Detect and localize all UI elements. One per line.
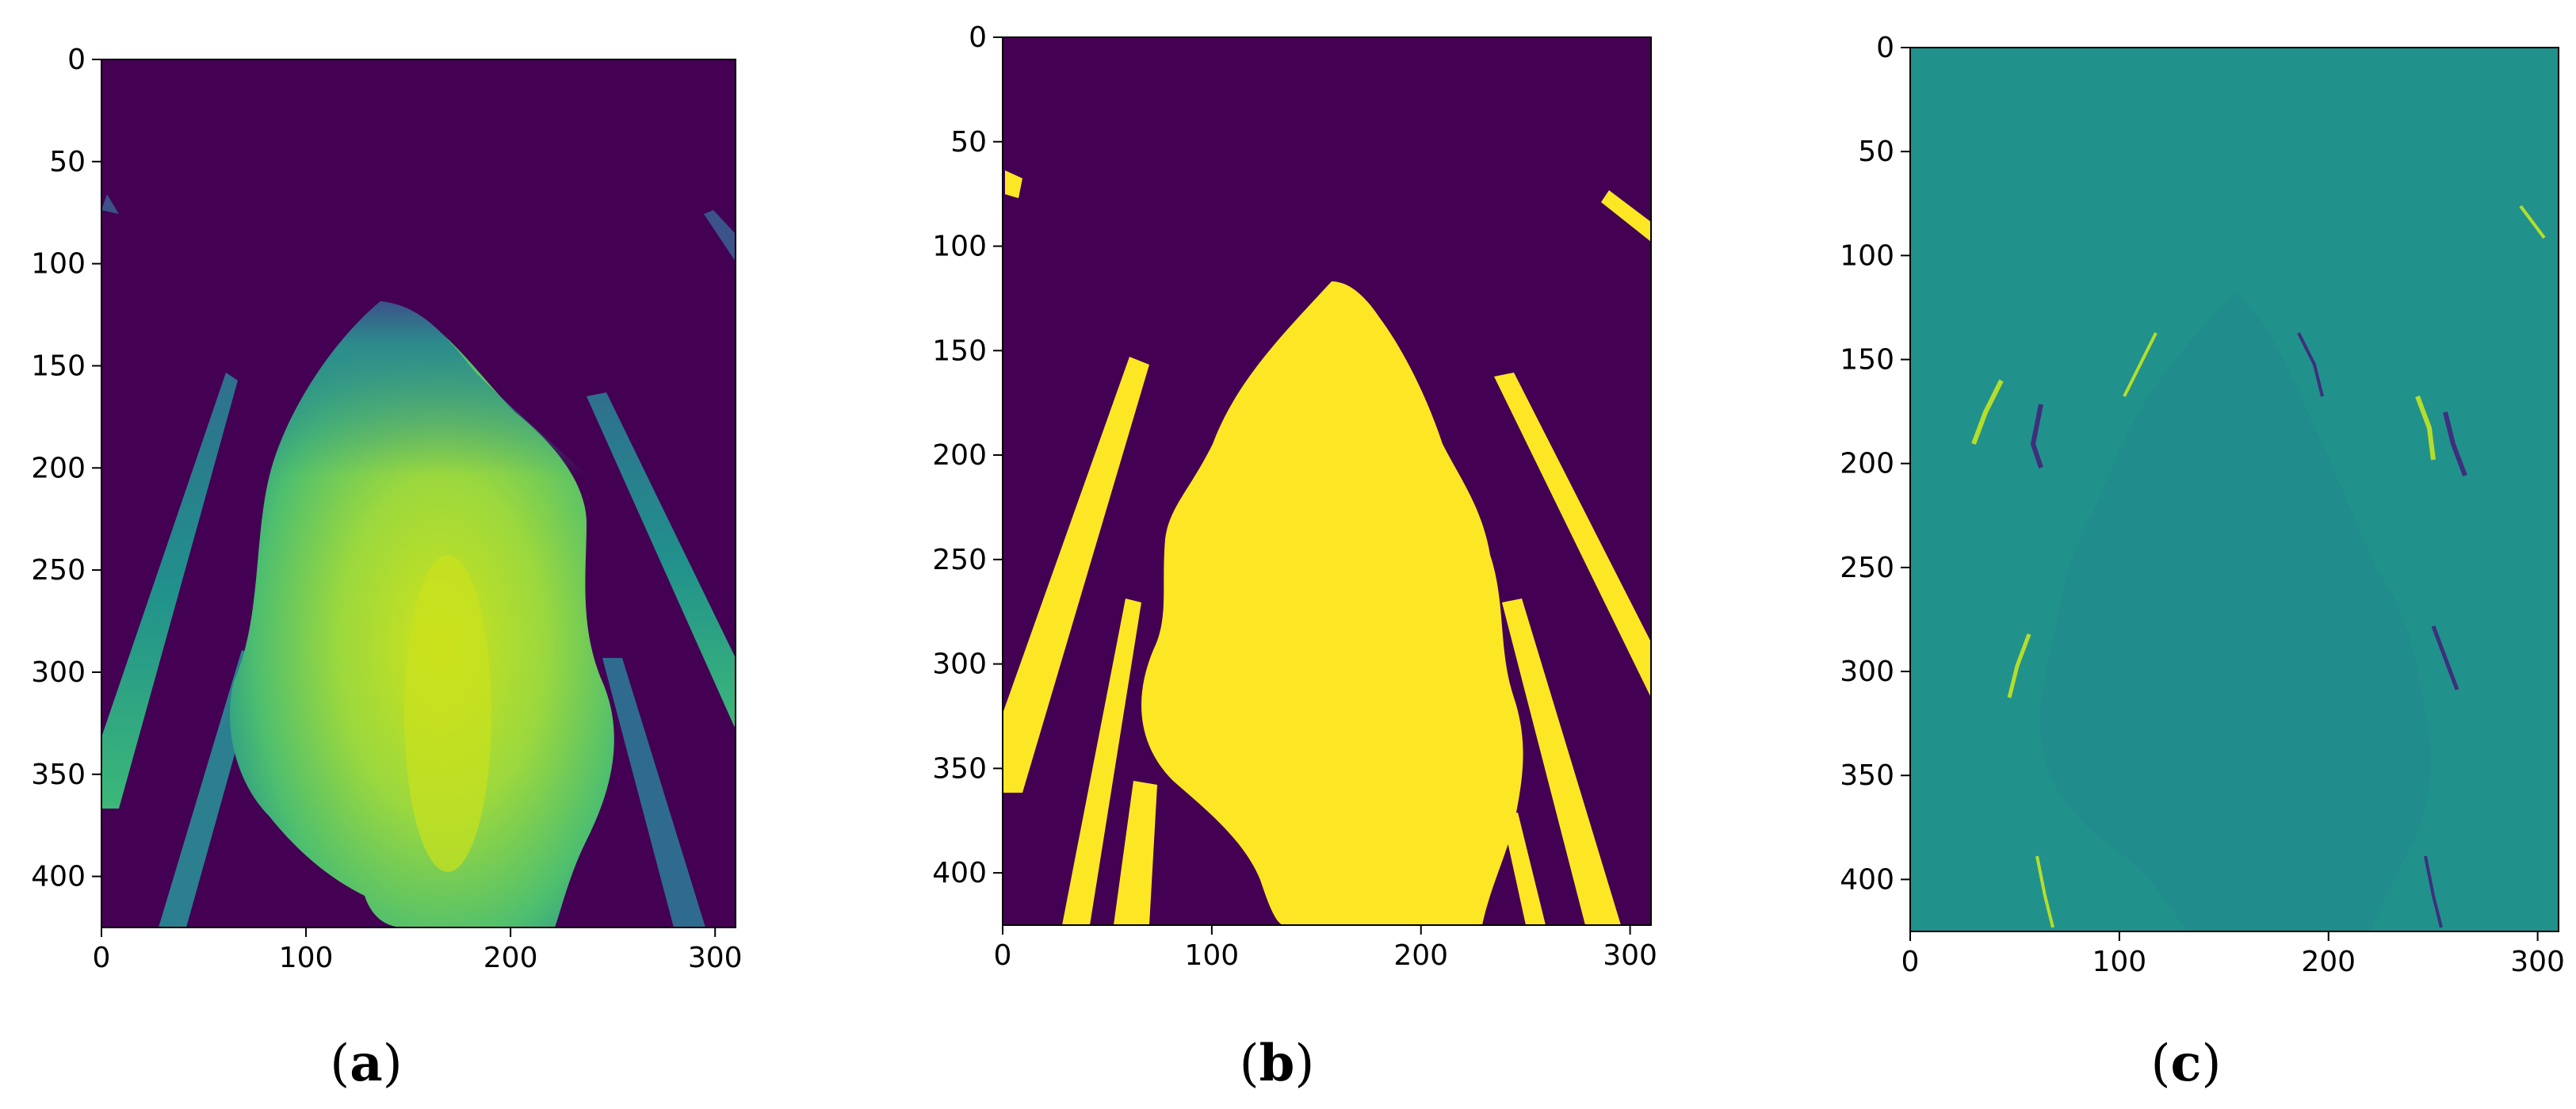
panel-a-x-tick-label: 200 — [483, 942, 538, 974]
panel-a-image — [101, 59, 736, 927]
panel-a-y-tick-label: 200 — [31, 452, 86, 484]
panel-c-y-tick-label: 0 — [1876, 32, 1894, 64]
panel-b-x-tick-label: 200 — [1393, 939, 1448, 972]
panel-b-y-axis: 0 50 100 150 200 250 300 350 400 — [932, 21, 1003, 889]
panel-a-x-tick-label: 100 — [279, 942, 334, 974]
panel-b-x-tick-label: 300 — [1603, 939, 1657, 972]
panel-c-x-tick-label: 100 — [2093, 946, 2147, 978]
panel-c-y-axis: 0 50 100 150 200 250 300 350 400 — [1840, 32, 1910, 896]
panel-a-caption: (a) — [330, 1034, 402, 1093]
panel-a-y-tick-label: 100 — [31, 248, 86, 281]
panel-c-y-tick-label: 350 — [1840, 759, 1894, 792]
panel-c-y-tick-label: 250 — [1840, 552, 1894, 584]
panel-a-y-tick-label: 0 — [67, 44, 86, 76]
panel-b-y-tick-label: 0 — [969, 21, 987, 54]
panel-a-y-tick-label: 50 — [49, 146, 86, 178]
panel-c-caption: (c) — [2151, 1034, 2222, 1093]
panel-b-x-axis: 0 100 200 300 — [994, 925, 1657, 972]
panel-a-x-tick-label: 0 — [93, 942, 111, 974]
panel-b-y-tick-label: 100 — [932, 231, 987, 263]
panel-c-frame — [1909, 47, 2559, 932]
panel-c-y-tick-label: 100 — [1840, 239, 1894, 272]
panel-a-frame — [101, 59, 736, 928]
panel-c-image — [1910, 48, 2559, 931]
panel-b-y-tick-label: 350 — [932, 752, 987, 785]
panel-b-x-tick-label: 100 — [1185, 939, 1240, 972]
panel-b-x-tick-label: 0 — [994, 939, 1012, 972]
panel-c-x-tick-label: 200 — [2301, 946, 2356, 978]
panel-b-y-tick-label: 400 — [932, 857, 987, 889]
panel-c-x-axis: 0 100 200 300 — [1901, 931, 2565, 978]
panel-c-x-tick-label: 300 — [2510, 946, 2565, 978]
panel-a: 0 100 200 300 0 50 100 150 200 250 300 350 400 (a) — [31, 44, 742, 1093]
panel-a-y-tick-label: 150 — [31, 350, 86, 382]
panel-b-y-tick-label: 250 — [932, 544, 987, 576]
panel-b-image — [1003, 37, 1651, 925]
panel-b-frame — [1002, 36, 1652, 926]
panel-c-x-tick-label: 0 — [1901, 946, 1920, 978]
panel-c-y-tick-label: 200 — [1840, 448, 1894, 480]
panel-b-y-tick-label: 200 — [932, 439, 987, 472]
panel-a-y-tick-label: 300 — [31, 656, 86, 689]
panel-b-y-tick-label: 300 — [932, 648, 987, 681]
panel-b-caption: (b) — [1240, 1034, 1315, 1093]
panel-a-x-axis: 0 100 200 300 — [93, 927, 743, 974]
panel-a-y-axis: 0 50 100 150 200 250 300 350 400 — [31, 44, 101, 893]
panel-a-x-tick-label: 300 — [688, 942, 743, 974]
panel-b-y-tick-label: 50 — [950, 126, 987, 159]
panel-c-y-tick-label: 400 — [1840, 863, 1894, 896]
panel-c-y-tick-label: 150 — [1840, 344, 1894, 377]
panel-c-y-tick-label: 300 — [1840, 656, 1894, 688]
panel-a-y-tick-label: 400 — [31, 861, 86, 893]
panel-c: 0 100 200 300 0 50 100 150 200 250 300 350 400 (c) — [1840, 32, 2565, 1093]
panel-a-y-tick-label: 250 — [31, 554, 86, 587]
panel-a-y-tick-label: 350 — [31, 759, 86, 791]
panel-b-y-tick-label: 150 — [932, 335, 987, 367]
panel-c-y-tick-label: 50 — [1858, 136, 1894, 168]
panel-b: 0 100 200 300 0 50 100 150 200 250 300 350 400 (b) — [932, 21, 1657, 1093]
